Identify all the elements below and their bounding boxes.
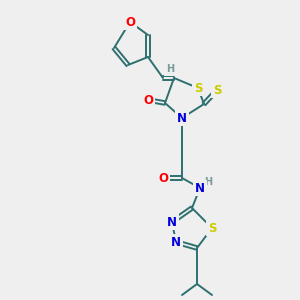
Text: S: S — [208, 221, 216, 235]
Text: N: N — [171, 236, 181, 248]
Text: N: N — [177, 112, 187, 124]
Text: O: O — [125, 16, 135, 28]
Text: H: H — [166, 64, 174, 74]
Text: S: S — [194, 82, 202, 94]
Text: N: N — [167, 215, 177, 229]
Text: O: O — [158, 172, 168, 184]
Text: S: S — [213, 83, 221, 97]
Text: H: H — [204, 177, 212, 187]
Text: O: O — [143, 94, 153, 106]
Text: N: N — [195, 182, 205, 194]
